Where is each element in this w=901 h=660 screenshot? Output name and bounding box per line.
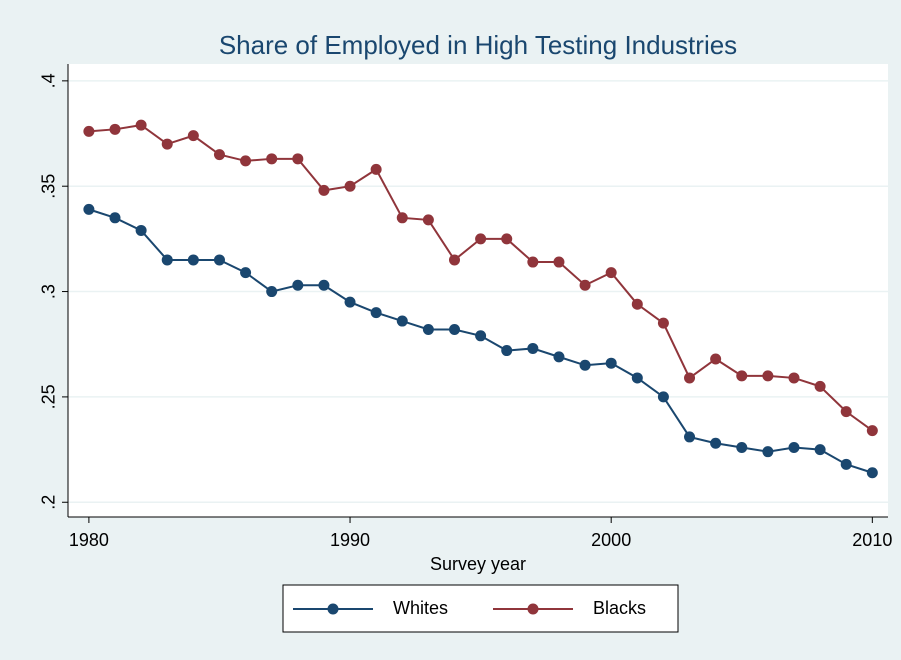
data-point	[631, 298, 643, 310]
data-point	[318, 184, 330, 196]
chart-title: Share of Employed in High Testing Indust…	[219, 30, 737, 60]
data-point	[762, 446, 774, 458]
data-point	[370, 307, 382, 319]
data-point	[213, 254, 225, 266]
data-point	[579, 359, 591, 371]
data-point	[422, 214, 434, 226]
data-point	[240, 155, 252, 167]
data-point	[579, 279, 591, 291]
data-point	[135, 224, 147, 236]
data-point	[370, 163, 382, 175]
data-point	[292, 153, 304, 165]
data-point	[187, 254, 199, 266]
data-point	[448, 254, 460, 266]
data-point	[684, 372, 696, 384]
data-point	[187, 130, 199, 142]
data-point	[240, 267, 252, 279]
data-point	[344, 296, 356, 308]
data-point	[318, 279, 330, 291]
data-point	[736, 441, 748, 453]
data-point	[762, 370, 774, 382]
x-axis-label: Survey year	[430, 554, 526, 574]
data-point	[657, 317, 669, 329]
x-tick-label: 1980	[69, 530, 109, 550]
data-point	[344, 180, 356, 192]
data-point	[710, 353, 722, 365]
data-point	[710, 437, 722, 449]
data-point	[788, 441, 800, 453]
data-point	[527, 256, 539, 268]
data-point	[83, 203, 95, 215]
data-point	[475, 330, 487, 342]
data-point	[553, 256, 565, 268]
data-point	[448, 323, 460, 335]
data-point	[266, 153, 278, 165]
data-point	[109, 123, 121, 135]
data-point	[501, 345, 513, 357]
data-point	[396, 315, 408, 327]
data-point	[553, 351, 565, 363]
data-point	[501, 233, 513, 245]
data-point	[396, 212, 408, 224]
data-point	[657, 391, 669, 403]
y-tick-label: .35	[39, 174, 59, 199]
legend-label: Blacks	[593, 598, 646, 618]
data-point	[788, 372, 800, 384]
data-point	[161, 138, 173, 150]
y-tick-label: .2	[39, 495, 59, 510]
data-point	[266, 286, 278, 298]
data-point	[840, 458, 852, 470]
data-point	[475, 233, 487, 245]
data-point	[814, 380, 826, 392]
data-point	[161, 254, 173, 266]
x-tick-label: 1990	[330, 530, 370, 550]
plot-area	[68, 64, 888, 517]
data-point	[605, 357, 617, 369]
data-point	[422, 323, 434, 335]
data-point	[866, 425, 878, 437]
data-point	[527, 342, 539, 354]
legend-marker	[327, 603, 339, 615]
data-point	[684, 431, 696, 443]
data-point	[109, 212, 121, 224]
data-point	[814, 444, 826, 456]
data-point	[866, 467, 878, 479]
data-point	[840, 406, 852, 418]
x-tick-label: 2010	[852, 530, 892, 550]
data-point	[605, 267, 617, 279]
data-point	[736, 370, 748, 382]
data-point	[292, 279, 304, 291]
y-tick-label: .4	[39, 73, 59, 88]
y-tick-label: .3	[39, 284, 59, 299]
data-point	[135, 119, 147, 131]
data-point	[631, 372, 643, 384]
y-tick-label: .25	[39, 384, 59, 409]
legend-label: Whites	[393, 598, 448, 618]
x-tick-label: 2000	[591, 530, 631, 550]
legend-marker	[527, 603, 539, 615]
data-point	[213, 149, 225, 161]
data-point	[83, 125, 95, 137]
